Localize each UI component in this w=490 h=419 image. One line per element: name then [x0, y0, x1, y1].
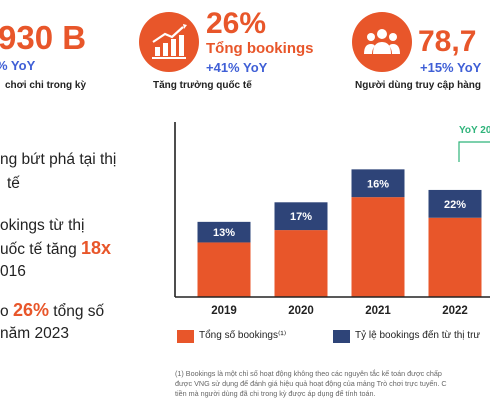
legend-swatch-share [333, 330, 350, 343]
kpi-2-icon-badge [139, 12, 199, 72]
bar-share-2022 [428, 189, 482, 218]
kpi-2-value: 26% [206, 7, 267, 40]
yoy-annotation-label: YoY 20 [459, 125, 490, 136]
x-tick-2022: 2022 [442, 305, 468, 317]
left-text-line-6: o 26% tổng số [0, 298, 104, 324]
bar-share-2020 [274, 202, 328, 231]
footnote-line-2: được VNG sử dụng để đánh giá hiệu quả ho… [175, 379, 447, 388]
users-group-icon [364, 29, 400, 54]
kpi-2-yoy: +41% YoY [206, 60, 268, 75]
left-text-line-1: ng bứt phá tại thị [0, 151, 117, 168]
kpi-3-icon-badge [352, 12, 412, 72]
kpi-3-value: 78,7 [418, 25, 477, 58]
legend-label-share: Tỷ lệ bookings đến từ thị trư [355, 330, 481, 341]
data-label-2020: 17% [290, 211, 312, 223]
left-text-line-6-highlight: 26% [12, 300, 49, 320]
data-label-2021: 16% [367, 178, 389, 190]
left-text-line-6-suffix: tổng số [48, 303, 105, 320]
kpi-2-caption: Tăng trưởng quốc tế [153, 80, 252, 91]
growth-chart-icon [152, 24, 187, 59]
left-text-line-4-prefix: uốc tế tăng [0, 241, 82, 258]
bar-total-2022 [428, 217, 482, 297]
bar-total-2019 [197, 242, 251, 297]
yoy-annotation-bracket [458, 141, 490, 162]
left-text-line-3: okings từ thị [0, 217, 85, 234]
bar-share-2021 [351, 169, 405, 198]
data-label-2019: 13% [213, 227, 235, 239]
data-label-2022: 22% [444, 199, 466, 211]
kpi-3-yoy: +15% YoY [420, 60, 482, 75]
kpi-3-caption: Người dùng truy cập hàng [355, 80, 482, 91]
legend-swatch-total [177, 330, 194, 343]
footnote-line-1: (1) Bookings là một chỉ số hoạt động khô… [175, 369, 442, 378]
left-text-line-6-prefix: o [0, 303, 13, 320]
left-text-line-7: năm 2023 [0, 325, 69, 342]
footnote-line-3: tiền mà người dùng đã chi trong kỳ được … [175, 389, 376, 398]
bar-total-2020 [274, 230, 328, 297]
kpi-1-caption: chơi chi trong kỳ [5, 80, 87, 91]
left-text-line-2: tế [7, 175, 20, 192]
left-text-line-5: 016 [0, 263, 26, 280]
chart-tick-labels: 20192020202120222023 [211, 305, 468, 317]
x-tick-2020: 2020 [288, 305, 314, 317]
x-tick-2021: 2021 [365, 305, 391, 317]
left-text-line-4: uốc tế tăng 18x [0, 236, 111, 262]
x-tick-2019: 2019 [211, 305, 237, 317]
kpi-1-yoy: % YoY [0, 58, 36, 73]
bar-total-2021 [351, 197, 405, 297]
kpi-1-value: 930 B [0, 19, 87, 56]
chart-bars: 13% 17% 16% 22% [197, 169, 482, 297]
bar-share-2019 [197, 221, 251, 243]
legend-label-total: Tổng số bookings⁽¹⁾ [199, 330, 287, 341]
kpi-2-subtitle: Tổng bookings [206, 40, 314, 57]
left-text-line-4-highlight: 18x [81, 238, 112, 258]
